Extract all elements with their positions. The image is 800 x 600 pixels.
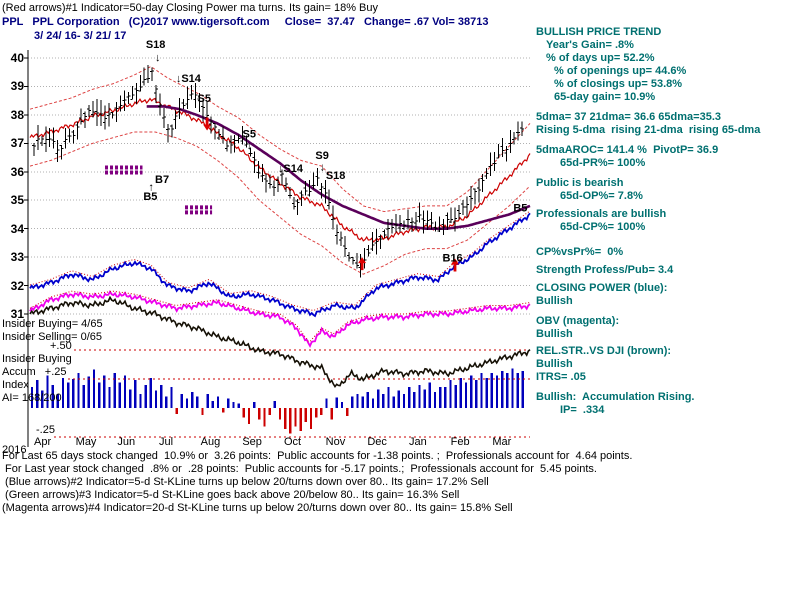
analysis-line: 65d-PR%= 100% — [560, 157, 646, 169]
rel-str-line — [29, 295, 531, 389]
footer-line: (Blue arrows)#2 Indicator=5-d St-KLine t… — [2, 476, 489, 488]
signal-annotation: B16 — [443, 252, 463, 264]
month-axis-tick: Mar — [492, 436, 512, 448]
ticker-header: PPL PPL Corporation (C)2017 www.tigersof… — [2, 16, 489, 28]
analysis-line: IP= .334 — [560, 404, 605, 416]
accum-scale-plus50: +.50 — [50, 340, 72, 352]
price-axis-tick: 35 — [10, 193, 24, 208]
accum-index-label-3: Index — [2, 379, 29, 391]
month-axis-tick: Aug — [200, 436, 221, 448]
price-axis-tick: 40 — [10, 51, 24, 65]
signal-annotation: ↓ — [247, 140, 253, 152]
footer-line: For Last 65 days stock changed 10.9% or … — [2, 450, 633, 462]
analysis-line: 5dma= 37 21dma= 36.6 65dma=35.3 — [536, 111, 721, 123]
obv-ma-line — [29, 290, 531, 343]
analysis-line: Rising 5-dma rising 21-dma rising 65-dma — [536, 124, 761, 136]
analysis-line: CP%vsPr%= 0% — [536, 246, 624, 258]
signal-annotation: ↓ — [320, 161, 326, 173]
footer-line: (Magenta arrows)#4 Indicator=20-d St-KLi… — [2, 502, 513, 514]
analysis-line: Bullish — [536, 295, 573, 307]
signal-annotation: ↓ — [155, 52, 161, 64]
analysis-panel: BULLISH PRICE TREND Year's Gain= .8%% of … — [536, 26, 798, 417]
month-axis-tick: Nov — [325, 436, 346, 448]
analysis-line: Bullish — [536, 358, 573, 370]
accum-index-value: AI= 168/200 — [2, 392, 62, 404]
year-label: 2016 — [2, 444, 27, 456]
analysis-line: ITRS= .05 — [536, 371, 586, 383]
down-arrow-marker — [203, 117, 212, 131]
analysis-line: Bullish — [536, 328, 573, 340]
signal-annotation: ↓S14 — [278, 163, 304, 175]
month-axis-tick: Dec — [367, 436, 387, 448]
price-axis-tick: 37 — [10, 136, 24, 151]
month-axis-tick: Jul — [159, 436, 174, 448]
analysis-line: REL.STR..VS DJI (brown): — [536, 345, 672, 357]
month-axis-tick: Sep — [242, 436, 262, 448]
analysis-line: % of days up= 52.2% — [546, 52, 655, 64]
month-axis-tick: Jan — [409, 436, 427, 448]
signal-annotation: B5 — [143, 191, 157, 203]
footer-line: (Green arrows)#3 Indicator=5-d St-KLine … — [2, 489, 460, 501]
month-axis-tick: Apr — [34, 436, 52, 448]
month-axis-tick: May — [75, 436, 97, 448]
insider-buying-count: Insider Buying= 4/65 — [2, 318, 103, 330]
upper-band-line — [29, 66, 531, 213]
price-axis-tick: 34 — [10, 221, 24, 236]
analysis-line: Public is bearish — [536, 177, 624, 189]
up-arrow-marker — [358, 257, 367, 271]
insider-selling-count: Insider Selling= 0/65 — [2, 331, 102, 343]
analysis-line: Strength Profess/Pub= 3.4 — [536, 264, 674, 276]
signal-annotation: S5 — [198, 93, 211, 105]
analysis-line: 5dmaAROC= 141.4 % PivotP= 36.9 — [536, 144, 719, 156]
price-axis-tick: 38 — [10, 107, 24, 122]
signal-annotation: S9 — [315, 150, 328, 162]
analysis-line: Bullish: Accumulation Rising. — [536, 391, 695, 403]
analysis-line: OBV (magenta): — [536, 315, 620, 327]
signal-annotation: B7 — [155, 174, 169, 186]
accum-index-label-2: Accum +.25 — [2, 366, 67, 378]
analysis-line: 65d-OP%= 7.8% — [560, 190, 643, 202]
analysis-line: Year's Gain= .8% — [546, 39, 634, 51]
price-axis-tick: 31 — [10, 307, 24, 321]
footer-line: For Last year stock changed .8% or .28 p… — [2, 463, 597, 475]
50dma-line — [146, 105, 531, 230]
analysis-line: 65d-CP%= 100% — [560, 221, 646, 233]
signal-annotation: ↓S14 — [176, 73, 202, 85]
price-axis-tick: 33 — [10, 250, 24, 265]
analysis-line: % of openings up= 44.6% — [554, 65, 687, 77]
closing-power-line — [29, 212, 531, 318]
obv-line — [29, 289, 531, 349]
accum-index-label-1: Insider Buying — [2, 353, 72, 365]
signal-annotation: S5 — [243, 129, 256, 141]
date-range-label: 3/ 24/ 16- 3/ 21/ 17 — [34, 30, 127, 42]
signal-annotation: ↑ — [148, 181, 154, 193]
month-axis-tick: Jun — [117, 436, 136, 448]
price-axis-tick: 39 — [10, 79, 24, 94]
analysis-line: Professionals are bullish — [536, 208, 667, 220]
up-arrow-marker — [451, 258, 459, 272]
analysis-line: 65-day gain= 10.9% — [554, 91, 656, 103]
month-axis-tick: Oct — [284, 436, 302, 448]
analysis-line: BULLISH PRICE TREND — [536, 26, 662, 38]
accum-scale-minus25: -.25 — [36, 424, 55, 436]
month-axis-tick: Feb — [450, 436, 470, 448]
signal-annotation: B5 — [513, 203, 527, 215]
analysis-line: CLOSING POWER (blue): — [536, 282, 668, 294]
signal-annotation: S18 — [326, 170, 346, 182]
indicator-header: (Red arrows)#1 Indicator=50-day Closing … — [2, 2, 379, 14]
price-axis-tick: 32 — [10, 278, 24, 293]
signal-annotation: S18 — [146, 39, 166, 51]
price-axis-tick: 36 — [10, 164, 24, 179]
analysis-line: % of closings up= 53.8% — [554, 78, 683, 90]
